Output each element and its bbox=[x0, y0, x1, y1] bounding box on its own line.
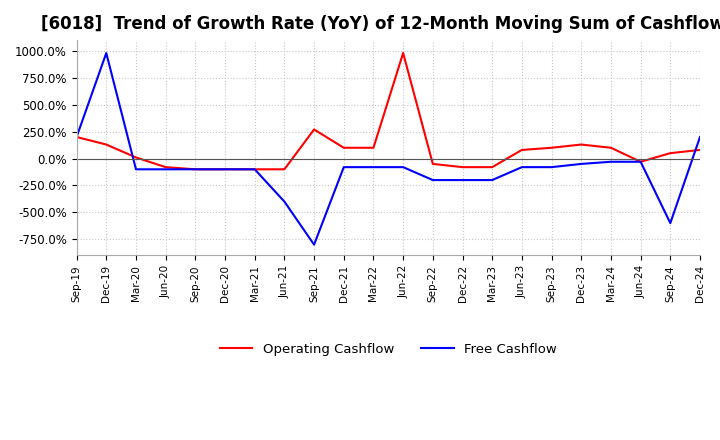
Operating Cashflow bbox=[458, 165, 467, 170]
Free Cashflow bbox=[339, 165, 348, 170]
Free Cashflow bbox=[102, 51, 111, 56]
Operating Cashflow bbox=[428, 161, 437, 167]
Operating Cashflow bbox=[696, 147, 704, 153]
Free Cashflow bbox=[696, 134, 704, 139]
Free Cashflow bbox=[369, 165, 378, 170]
Free Cashflow bbox=[280, 199, 289, 204]
Free Cashflow bbox=[251, 167, 259, 172]
Free Cashflow bbox=[191, 167, 199, 172]
Operating Cashflow bbox=[399, 51, 408, 56]
Free Cashflow bbox=[221, 167, 230, 172]
Free Cashflow bbox=[132, 167, 140, 172]
Free Cashflow bbox=[458, 177, 467, 183]
Free Cashflow bbox=[161, 167, 170, 172]
Operating Cashflow bbox=[636, 159, 645, 165]
Operating Cashflow bbox=[518, 147, 526, 153]
Operating Cashflow bbox=[251, 167, 259, 172]
Operating Cashflow bbox=[339, 145, 348, 150]
Operating Cashflow bbox=[161, 165, 170, 170]
Free Cashflow bbox=[577, 161, 585, 167]
Operating Cashflow bbox=[280, 167, 289, 172]
Operating Cashflow bbox=[221, 167, 230, 172]
Operating Cashflow bbox=[310, 127, 318, 132]
Operating Cashflow bbox=[102, 142, 111, 147]
Free Cashflow bbox=[72, 134, 81, 139]
Free Cashflow bbox=[607, 159, 616, 165]
Operating Cashflow bbox=[577, 142, 585, 147]
Operating Cashflow bbox=[607, 145, 616, 150]
Free Cashflow bbox=[488, 177, 497, 183]
Line: Free Cashflow: Free Cashflow bbox=[76, 53, 700, 245]
Free Cashflow bbox=[428, 177, 437, 183]
Title: [6018]  Trend of Growth Rate (YoY) of 12-Month Moving Sum of Cashflows: [6018] Trend of Growth Rate (YoY) of 12-… bbox=[42, 15, 720, 33]
Operating Cashflow bbox=[369, 145, 378, 150]
Free Cashflow bbox=[666, 220, 675, 226]
Free Cashflow bbox=[518, 165, 526, 170]
Operating Cashflow bbox=[132, 155, 140, 160]
Operating Cashflow bbox=[191, 167, 199, 172]
Free Cashflow bbox=[399, 165, 408, 170]
Free Cashflow bbox=[636, 159, 645, 165]
Free Cashflow bbox=[310, 242, 318, 247]
Free Cashflow bbox=[547, 165, 556, 170]
Operating Cashflow bbox=[666, 150, 675, 156]
Legend: Operating Cashflow, Free Cashflow: Operating Cashflow, Free Cashflow bbox=[215, 337, 562, 361]
Operating Cashflow bbox=[488, 165, 497, 170]
Operating Cashflow bbox=[547, 145, 556, 150]
Line: Operating Cashflow: Operating Cashflow bbox=[76, 53, 700, 169]
Operating Cashflow bbox=[72, 134, 81, 139]
